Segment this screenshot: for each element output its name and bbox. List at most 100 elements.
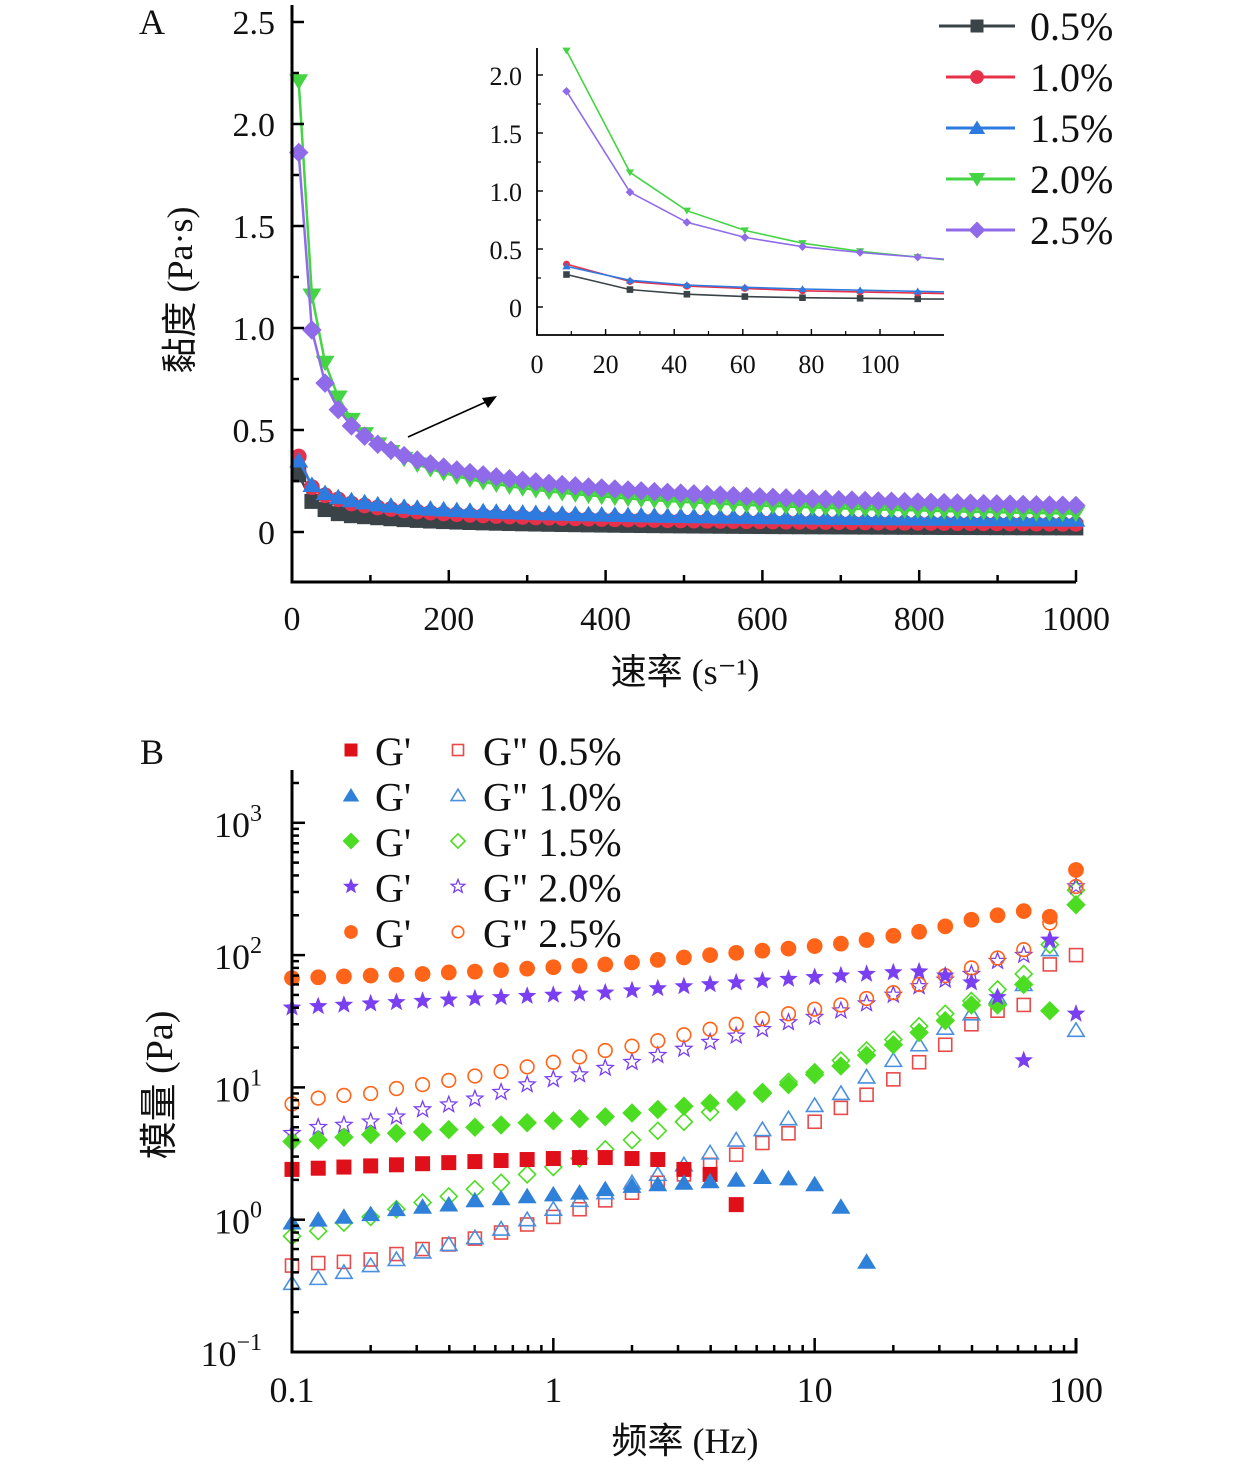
x-tick-label: 0.1 [270,1370,315,1410]
inset-data-point [682,207,692,215]
data-point [648,1099,668,1120]
legend-label: G" 1.5% [483,820,622,865]
series-G-1-5- [282,895,1086,1152]
data-point [649,952,666,968]
data-point [526,504,546,521]
data-point [881,491,902,512]
y-tick-label: 10−1 [200,1330,262,1374]
data-point [467,1231,483,1246]
panel-label-a: A [139,2,165,42]
data-point [591,478,612,498]
legend-label: G' [375,729,411,774]
legend-marker-filled [344,743,358,757]
y-tick-label: 2.0 [233,107,276,144]
data-point [674,1038,694,1058]
data-point [336,968,352,985]
data-point [355,493,375,510]
data-point [420,500,440,516]
data-point [648,1175,668,1192]
data-point [1040,935,1060,955]
data-point [517,1074,537,1093]
data-point [1040,1000,1060,1021]
data-point [644,507,664,523]
legend-marker [970,70,984,84]
data-point [657,482,678,503]
data-point [517,986,537,1004]
data-point [815,489,836,510]
data-point [517,1164,537,1184]
data-point [700,1172,720,1189]
data-point [674,976,694,995]
data-point [572,1201,587,1217]
data-point [388,966,405,983]
data-point [552,474,572,495]
data-point [486,503,506,519]
data-point [676,1161,692,1177]
data-point [894,491,915,512]
legend-marker-filled [343,878,359,894]
legend-label: 0.5% [1030,4,1113,49]
data-point [439,990,458,1008]
data-point [671,507,691,524]
data-point [1042,957,1058,972]
data-point [726,1025,747,1045]
data-point [763,487,783,508]
inset-y-tick-label: 1.0 [490,178,523,207]
legend-label: 1.5% [1030,106,1113,151]
data-point [412,1242,433,1259]
data-point [752,1083,773,1104]
data-point [341,416,362,436]
data-point [911,1054,927,1070]
data-point [674,1096,694,1117]
data-point [439,1196,459,1212]
data-point [781,1125,796,1141]
data-point [1068,947,1084,963]
data-point [624,954,640,971]
data-point [597,1150,613,1166]
data-point [330,506,346,522]
data-point [302,288,322,304]
inset-series-line [566,265,945,293]
data-point [749,487,770,507]
data-point [684,507,704,524]
data-point [988,987,1007,1006]
legend-label: G' [375,911,411,956]
data-point [885,985,901,1001]
legend-label: 1.0% [1030,55,1113,100]
inset-data-point [855,248,865,257]
data-point [328,488,348,505]
legend-label: G' [375,775,411,820]
data-point [388,1157,404,1173]
data-point [726,1090,746,1110]
data-point [388,1080,405,1097]
data-point [571,1049,588,1065]
data-point [1000,494,1020,514]
data-point [909,961,929,980]
data-point [728,1147,744,1162]
data-point [963,911,980,928]
data-point [857,964,876,982]
y-axis-label: 模量 (Pa) [139,1011,181,1160]
data-point [650,1152,666,1168]
inset-data-point [625,276,635,284]
data-point [618,506,638,523]
data-point [360,1124,381,1145]
data-point [440,964,457,981]
legend-marker [968,221,986,239]
data-point [519,960,536,977]
data-point [441,1072,457,1089]
data-point [328,399,349,420]
data-point [728,1197,744,1213]
legend-label: G' [375,820,411,865]
data-point [684,484,704,504]
data-point [855,490,875,511]
data-point [752,1168,772,1184]
data-point [726,1171,746,1187]
data-point [605,479,625,499]
data-point [885,927,902,944]
legend: 0.5% 1.0% 1.5% 2.0% 2.5% [939,4,1113,253]
data-point [491,1189,511,1206]
data-point [973,493,994,514]
inset-data-point [626,286,634,293]
